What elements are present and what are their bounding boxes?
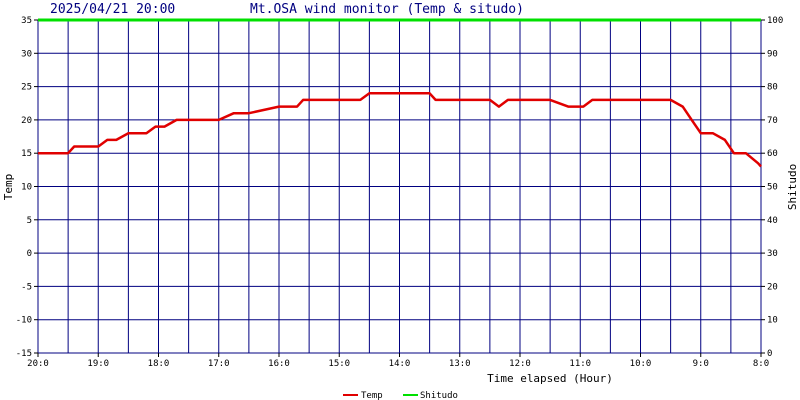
x-tick-label: 17:0 <box>208 359 230 369</box>
left-tick-label: 25 <box>21 83 32 93</box>
x-tick-label: 9:0 <box>693 359 709 369</box>
x-tick-label: 15:0 <box>328 359 350 369</box>
x-tick-label: 11:0 <box>569 359 591 369</box>
x-tick-label: 12:0 <box>509 359 531 369</box>
right-tick-label: 20 <box>767 282 778 292</box>
left-tick-label: 10 <box>21 183 32 193</box>
left-tick-label: -5 <box>21 282 32 292</box>
left-tick-label: -10 <box>16 316 32 326</box>
left-tick-label: 15 <box>21 149 32 159</box>
legend-label-shitudo: Shitudo <box>420 391 458 400</box>
x-axis-ticks: 20:0 19:0 18:0 17:0 16:0 15:0 14:0 13:0 12:0 11:0… <box>27 353 769 369</box>
right-tick-label: 40 <box>767 216 778 226</box>
header-datetime: 2025/04/21 20:00 <box>50 2 175 17</box>
right-tick-label: 30 <box>767 249 778 259</box>
right-tick-label: 70 <box>767 116 778 126</box>
right-tick-label: 60 <box>767 149 778 159</box>
x-tick-label: 16:0 <box>268 359 290 369</box>
x-tick-label: 8:0 <box>753 359 769 369</box>
x-tick-label: 20:0 <box>27 359 49 369</box>
right-tick-label: 80 <box>767 83 778 93</box>
series-layer <box>38 18 762 168</box>
y-axis-label-right: Shitudo <box>786 164 799 210</box>
x-tick-label: 13:0 <box>449 359 471 369</box>
left-tick-label: 30 <box>21 49 32 59</box>
x-tick-label: 14:0 <box>389 359 411 369</box>
right-tick-label: 100 <box>767 16 783 26</box>
left-tick-label: 5 <box>27 216 32 226</box>
right-tick-label: 50 <box>767 183 778 193</box>
series-line-temp <box>38 92 762 168</box>
left-tick-label: -15 <box>16 349 32 359</box>
y-axis-label-left: Temp <box>2 174 15 201</box>
left-tick-label: 0 <box>27 249 32 259</box>
legend-label-temp: Temp <box>361 391 383 400</box>
legend: Temp Shitudo <box>343 391 458 400</box>
x-axis-label: Time elapsed (Hour) <box>487 372 613 385</box>
left-axis-ticks: 35 30 25 20 15 10 5 0 -5 -10 -15 <box>16 16 38 359</box>
chart-title: Mt.OSA wind monitor (Temp & situdo) <box>250 2 524 17</box>
left-tick-label: 20 <box>21 116 32 126</box>
x-tick-label: 18:0 <box>148 359 170 369</box>
right-tick-label: 0 <box>767 349 772 359</box>
left-tick-label: 35 <box>21 16 32 26</box>
x-tick-label: 19:0 <box>87 359 109 369</box>
right-tick-label: 10 <box>767 316 778 326</box>
right-tick-label: 90 <box>767 49 778 59</box>
grid-lines <box>38 20 761 353</box>
x-tick-label: 10:0 <box>630 359 652 369</box>
